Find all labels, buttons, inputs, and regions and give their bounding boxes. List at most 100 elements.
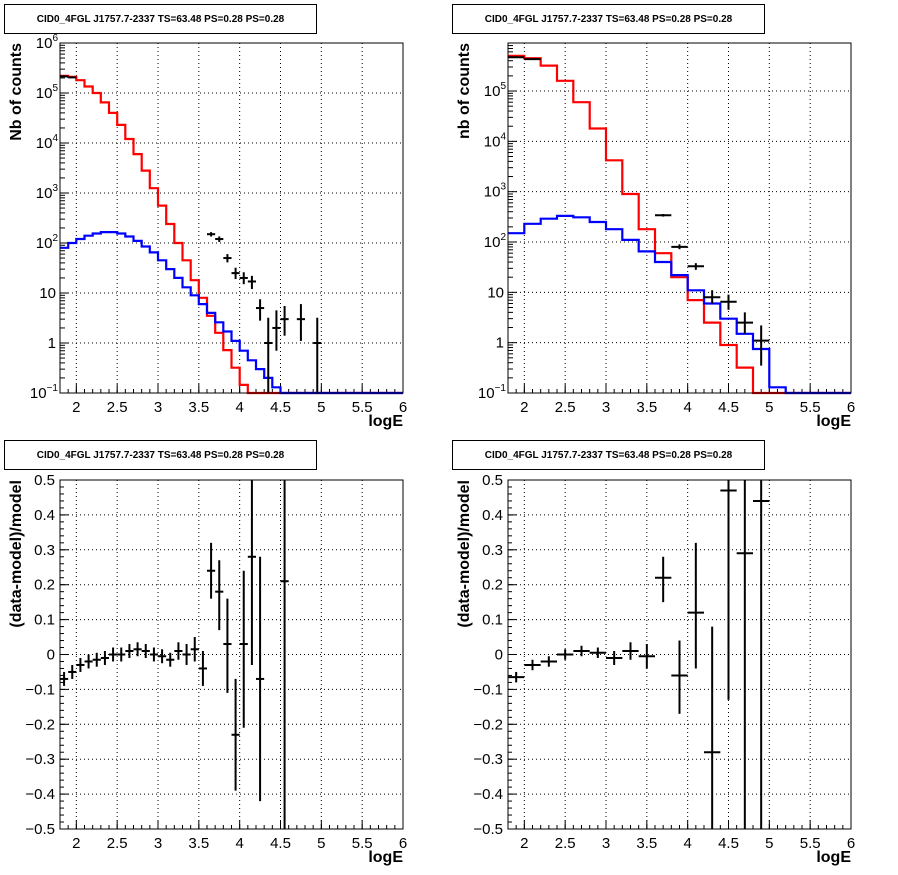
data-point	[736, 480, 753, 829]
y-tick-label: 0.2	[34, 577, 55, 594]
data-point	[207, 542, 216, 599]
x-tick-label: 4.5	[718, 399, 739, 416]
x-tick-label: 4.5	[718, 835, 739, 852]
data-point	[247, 480, 256, 665]
x-tick-label: 6	[847, 835, 855, 852]
y-tick-label: 10	[39, 285, 56, 302]
x-tick-label: 4	[683, 835, 691, 852]
data-point	[149, 647, 158, 662]
model-histogram-series-1	[60, 231, 403, 395]
data-point	[606, 651, 623, 665]
data-point	[622, 642, 639, 660]
y-tick-label: 10	[487, 284, 504, 301]
data-point	[753, 480, 770, 829]
plot-frame	[59, 479, 404, 830]
data-point	[174, 642, 183, 660]
x-tick-label: 6	[399, 399, 407, 416]
y-tick-label: −0.3	[473, 751, 503, 768]
plot-title-bottom-right: CID0_4FGL J1757.7-2337 TS=63.48 PS=0.28 …	[452, 440, 765, 470]
x-tick-label: 3	[602, 835, 610, 852]
data-point	[687, 542, 704, 669]
x-tick-label: 2.5	[555, 399, 576, 416]
y-tick-label: 0.4	[34, 507, 55, 524]
y-tick-label: 102	[484, 232, 507, 251]
plot-title-top-left: CID0_4FGL J1757.7-2337 TS=63.48 PS=0.28 …	[4, 4, 317, 34]
y-tick-label: 103	[484, 182, 507, 201]
data-point	[540, 656, 557, 667]
plot-area	[508, 43, 851, 393]
data-point	[190, 637, 199, 662]
y-tick-label: 0.3	[34, 542, 55, 559]
x-tick-label: 5.5	[800, 399, 821, 416]
y-tick-label: 104	[36, 133, 59, 152]
data-point	[313, 317, 322, 393]
x-tick-label: 5.5	[352, 399, 373, 416]
y-tick-label: 1	[496, 335, 504, 352]
y-tick-label: 1	[48, 335, 56, 352]
data-point	[264, 317, 273, 393]
y-tick-label: 106	[36, 33, 59, 52]
model-histogram-series-0	[508, 54, 851, 395]
y-axis-label: (data-model)/model	[8, 480, 25, 628]
x-tick-label: 3	[154, 399, 162, 416]
data-point	[524, 659, 541, 671]
x-tick-label: 2	[72, 835, 80, 852]
y-tick-label: 105	[36, 83, 59, 102]
plot-top-left: 2 2.5 3 3.5 4 4.5 5 5.5 6 10−1 1 10 102 103 104 105 106 l…	[8, 33, 407, 430]
data-point	[239, 570, 248, 728]
y-axis-label: nb of counts	[456, 43, 473, 139]
x-tick-label: 5	[317, 399, 325, 416]
x-tick-label: 2	[520, 835, 528, 852]
y-axis-label: (data-model)/model	[456, 480, 473, 628]
data-point	[671, 640, 688, 714]
data-point	[736, 312, 753, 334]
y-tick-label: 0.3	[482, 542, 503, 559]
plot-frame	[507, 479, 852, 830]
x-tick-label: 2.5	[107, 399, 128, 416]
x-tick-label: 5	[765, 399, 773, 416]
x-tick-label: 3.5	[188, 399, 209, 416]
x-tick-label: 4	[235, 399, 243, 416]
data-point	[720, 480, 737, 700]
data-point	[92, 652, 101, 667]
y-tick-label: 0.5	[34, 472, 55, 489]
y-tick-label: 0	[47, 647, 55, 664]
data-point	[239, 272, 248, 285]
data-point	[100, 651, 109, 665]
data-point	[589, 647, 606, 658]
plot-bottom-right: 2 2.5 3 3.5 4 4.5 5 5.5 6 −0.5 −0.4 −0.3 −0.2 −0.1 0 0.…	[456, 472, 855, 866]
x-axis-label: logE	[368, 849, 403, 866]
data-point	[280, 480, 289, 829]
x-tick-label: 4	[235, 835, 243, 852]
x-tick-label: 2.5	[107, 835, 128, 852]
y-tick-label: −0.3	[25, 751, 55, 768]
data-point	[638, 644, 655, 669]
x-tick-label: 5	[317, 835, 325, 852]
data-point	[272, 310, 281, 351]
data-point	[655, 556, 672, 603]
y-tick-label: −0.2	[25, 716, 55, 733]
data-point	[720, 294, 737, 310]
x-axis-label: logE	[368, 413, 403, 430]
x-tick-label: 2	[72, 399, 80, 416]
y-tick-label: 0.1	[34, 612, 55, 629]
data-point	[256, 556, 265, 802]
plot-frame	[507, 42, 852, 394]
x-tick-label: 3.5	[188, 835, 209, 852]
x-tick-label: 5	[765, 835, 773, 852]
data-point	[166, 652, 175, 667]
data-point	[223, 254, 232, 263]
y-tick-label: 105	[484, 81, 507, 100]
data-point	[84, 654, 93, 669]
y-tick-label: 10−1	[30, 383, 59, 402]
x-tick-label: 6	[399, 835, 407, 852]
data-point	[215, 560, 224, 631]
y-tick-label: −0.2	[473, 716, 503, 733]
x-tick-label: 4	[683, 399, 691, 416]
y-tick-label: −0.1	[25, 681, 55, 698]
data-point	[182, 644, 191, 665]
y-tick-label: 102	[36, 233, 59, 252]
data-point	[60, 671, 69, 686]
y-axis-label: Nb of counts	[8, 43, 25, 141]
